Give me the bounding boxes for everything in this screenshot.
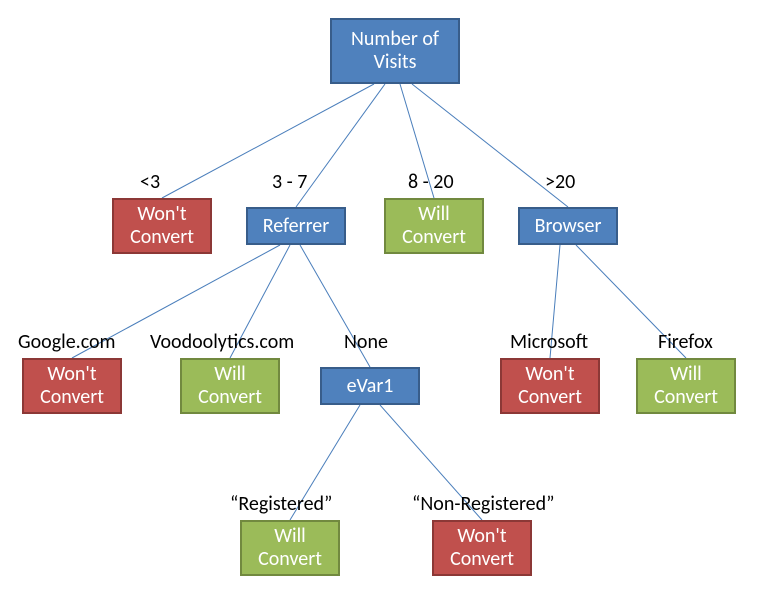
label-l-google: Google.com	[18, 330, 116, 354]
node-referrer: Referrer	[246, 207, 346, 245]
node-browser: Browser	[518, 207, 618, 245]
label-l-msft: Microsoft	[510, 330, 588, 354]
label-l-8to20: 8 - 20	[408, 170, 454, 194]
label-l-reg: “Registered”	[230, 492, 332, 516]
label-l-gt20: >20	[545, 170, 575, 194]
node-nonreg: Won'tConvert	[432, 520, 532, 576]
node-msft: Won'tConvert	[500, 358, 600, 414]
node-8to20: WillConvert	[384, 198, 484, 254]
label-l-firefox: Firefox	[658, 330, 713, 354]
edge-root-referrer	[296, 84, 385, 207]
label-l-3to7: 3 - 7	[272, 170, 307, 194]
node-reg: WillConvert	[240, 520, 340, 576]
node-lt3: Won'tConvert	[112, 198, 212, 254]
node-firefox: WillConvert	[636, 358, 736, 414]
label-l-none: None	[344, 330, 388, 354]
label-l-lt3: <3	[140, 170, 160, 194]
label-l-voodoo: Voodoolytics.com	[150, 330, 294, 354]
node-root: Number ofVisits	[330, 18, 460, 84]
label-l-nonreg: “Non-Registered”	[412, 492, 555, 516]
edge-root-lt3	[162, 84, 374, 198]
node-voodoo: WillConvert	[180, 358, 280, 414]
node-google: Won'tConvert	[22, 358, 122, 414]
edge-layer	[0, 0, 762, 608]
node-evar1: eVar1	[320, 367, 420, 405]
